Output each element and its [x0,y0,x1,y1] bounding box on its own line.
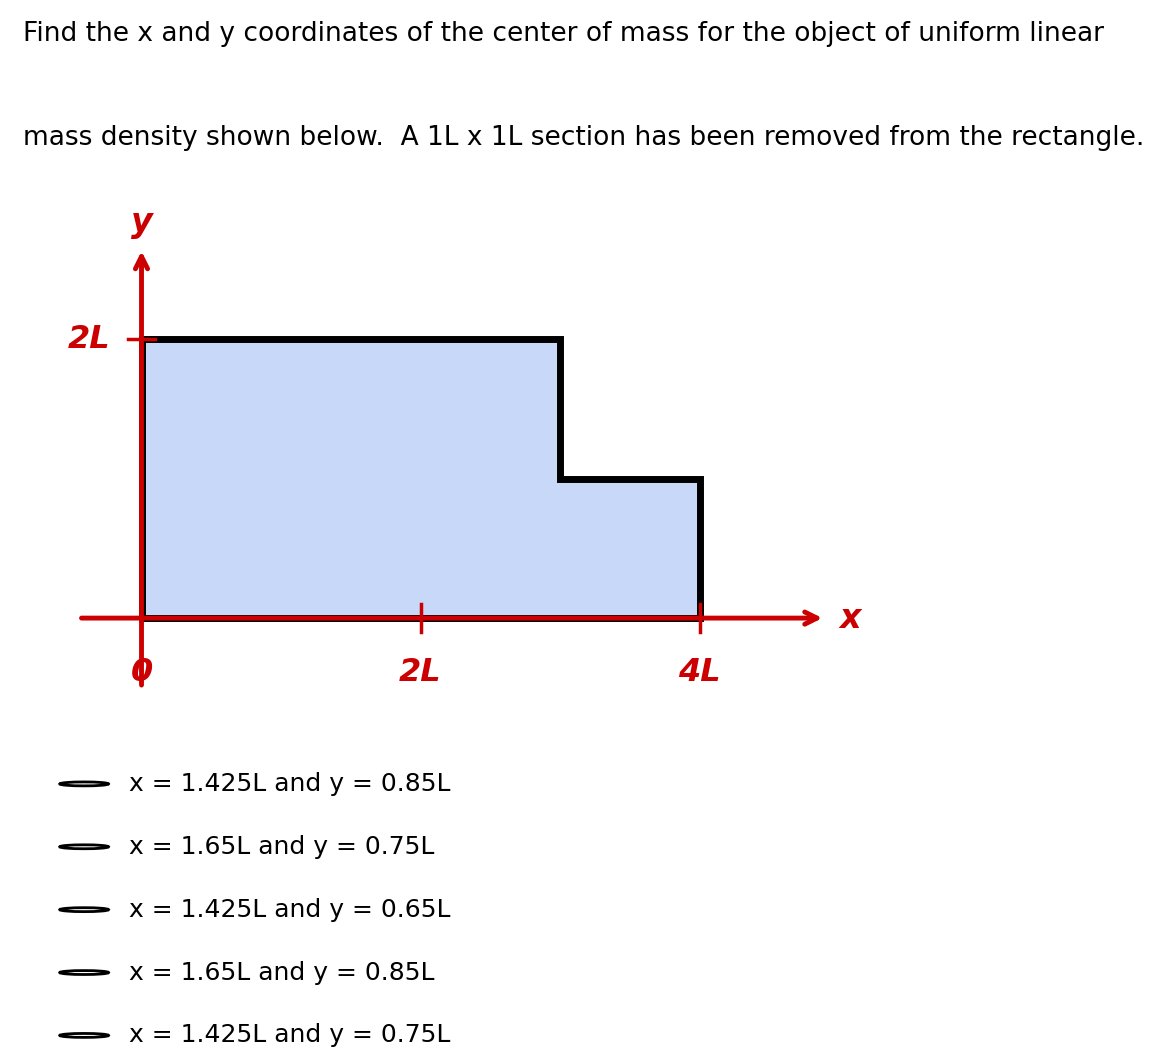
Text: x: x [839,602,860,635]
Text: 0: 0 [131,657,153,689]
Polygon shape [141,340,699,618]
Text: x = 1.65L and y = 0.75L: x = 1.65L and y = 0.75L [128,835,434,858]
Text: 2L: 2L [399,657,442,689]
Text: Find the x and y coordinates of the center of mass for the object of uniform lin: Find the x and y coordinates of the cent… [23,21,1104,47]
Text: y: y [131,205,153,239]
Text: mass density shown below.  A 1L x 1L section has been removed from the rectangle: mass density shown below. A 1L x 1L sect… [23,125,1144,151]
Text: x = 1.425L and y = 0.85L: x = 1.425L and y = 0.85L [128,772,450,795]
Text: x = 1.425L and y = 0.65L: x = 1.425L and y = 0.65L [128,898,450,921]
Text: 4L: 4L [679,657,721,689]
Text: x = 1.65L and y = 0.85L: x = 1.65L and y = 0.85L [128,961,434,984]
Text: 2L: 2L [68,324,111,354]
Text: x = 1.425L and y = 0.75L: x = 1.425L and y = 0.75L [128,1024,450,1047]
